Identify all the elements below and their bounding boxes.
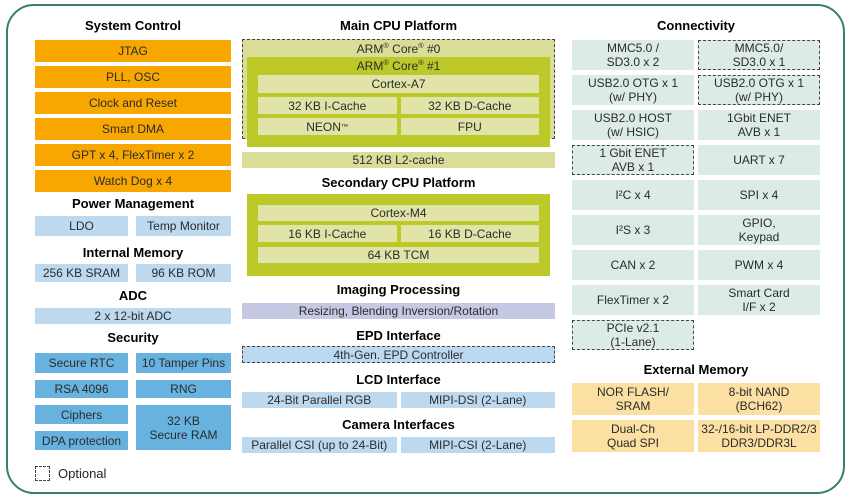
block-neon: NEON ™ <box>258 118 397 135</box>
block-usb-otg: USB2.0 OTG x 1 (w/ PHY) <box>572 75 694 105</box>
block-pwm: PWM x 4 <box>698 250 820 280</box>
block-temp-monitor: Temp Monitor <box>136 216 231 236</box>
section-title-main-cpu: Main CPU Platform <box>339 18 457 33</box>
section-title-imaging: Imaging Processing <box>336 282 461 297</box>
block-l2-cache: 512 KB L2-cache <box>242 152 555 168</box>
block-usb-otg-optional: USB2.0 OTG x 1 (w/ PHY) <box>698 75 820 105</box>
block-tamper-pins: 10 Tamper Pins <box>136 353 231 373</box>
block-rom: 96 KB ROM <box>136 264 231 282</box>
section-title-secondary-cpu: Secondary CPU Platform <box>321 175 476 190</box>
block-can: CAN x 2 <box>572 250 694 280</box>
block-parallel-rgb: 24-Bit Parallel RGB <box>242 392 397 408</box>
section-title-internal-memory: Internal Memory <box>82 245 184 260</box>
section-title-system-control: System Control <box>84 18 182 33</box>
block-enet-avb-optional: 1 Gbit ENET AVB x 1 <box>572 145 694 175</box>
section-title-adc: ADC <box>118 288 148 303</box>
section-title-external-memory: External Memory <box>643 362 749 377</box>
block-arm-core-1: ARM® Core® #1 Cortex-A7 32 KB I-Cache 32… <box>247 57 550 147</box>
block-uart: UART x 7 <box>698 145 820 175</box>
block-smart-card: Smart Card I/F x 2 <box>698 285 820 315</box>
block-a7-dcache: 32 KB D-Cache <box>400 97 539 114</box>
block-parallel-csi: Parallel CSI (up to 24-Bit) <box>242 437 397 453</box>
block-nor-flash-sram: NOR FLASH/ SRAM <box>572 383 694 415</box>
arm-core-0-label: ARM® Core® #0 <box>356 41 441 56</box>
section-title-power-management: Power Management <box>71 196 195 211</box>
block-quad-spi: Dual-Ch Quad SPI <box>572 420 694 452</box>
main-cpu-platform: ARM® Core® #0 ARM® Core® #1 Cortex-A7 32… <box>242 39 555 147</box>
block-usb-host: USB2.0 HOST (w/ HSIC) <box>572 110 694 140</box>
block-pll-osc: PLL, OSC <box>35 66 231 88</box>
section-title-lcd: LCD Interface <box>356 372 441 387</box>
section-title-security: Security <box>107 330 159 345</box>
system-control-blocks: JTAG PLL, OSC Clock and Reset Smart DMA … <box>35 40 231 192</box>
block-ddr: 32-/16-bit LP-DDR2/3 DDR3/DDR3L <box>698 420 820 452</box>
middle-column: Main CPU Platform ARM® Core® #0 ARM® Cor… <box>242 18 555 453</box>
block-a7-icache: 32 KB I-Cache <box>258 97 397 114</box>
block-epd-controller: 4th-Gen. EPD Controller <box>242 346 555 363</box>
block-mipi-csi: MIPI-CSI (2-Lane) <box>400 437 555 453</box>
block-gpt-flextimer: GPT x 4, FlexTimer x 2 <box>35 144 231 166</box>
section-title-camera: Camera Interfaces <box>342 417 455 432</box>
block-ldo: LDO <box>35 216 128 236</box>
block-rsa-4096: RSA 4096 <box>35 380 128 398</box>
optional-dashed-box-icon <box>35 466 50 481</box>
block-clock-reset: Clock and Reset <box>35 92 231 114</box>
block-cortex-a7: Cortex-A7 <box>258 75 539 93</box>
block-sram: 256 KB SRAM <box>35 264 128 282</box>
block-ciphers: Ciphers <box>35 405 128 424</box>
block-m4-icache: 16 KB I-Cache <box>258 225 397 242</box>
section-title-epd: EPD Interface <box>356 328 441 343</box>
external-memory-blocks: NOR FLASH/ SRAM 8-bit NAND (BCH62) Dual-… <box>572 383 820 452</box>
block-watchdog: Watch Dog x 4 <box>35 170 231 192</box>
optional-legend-label: Optional <box>58 466 107 481</box>
lcd-interface-blocks: 24-Bit Parallel RGB MIPI-DSI (2-Lane) <box>242 392 555 408</box>
block-imaging-processing: Resizing, Blending Inversion/Rotation <box>242 303 555 319</box>
arm-core-1-label: ARM® Core® #1 <box>356 58 441 73</box>
block-secure-ram: 32 KB Secure RAM <box>136 405 231 450</box>
adc-blocks: 2 x 12-bit ADC <box>35 308 231 324</box>
m4-cache-row: 16 KB I-Cache 16 KB D-Cache <box>258 225 539 242</box>
block-fpu: FPU <box>400 118 539 135</box>
block-secondary-cpu: Cortex-M4 16 KB I-Cache 16 KB D-Cache 64… <box>247 194 550 276</box>
left-column: System Control JTAG PLL, OSC Clock and R… <box>35 18 231 481</box>
block-m4-dcache: 16 KB D-Cache <box>400 225 539 242</box>
block-mmc-sd-x1-optional: MMC5.0/ SD3.0 x 1 <box>698 40 820 70</box>
connectivity-blocks: MMC5.0 / SD3.0 x 2 MMC5.0/ SD3.0 x 1 USB… <box>572 40 820 350</box>
block-mipi-dsi: MIPI-DSI (2-Lane) <box>400 392 555 408</box>
block-cortex-m4: Cortex-M4 <box>258 205 539 221</box>
block-secure-rtc: Secure RTC <box>35 353 128 373</box>
block-jtag: JTAG <box>35 40 231 62</box>
section-title-connectivity: Connectivity <box>656 18 735 33</box>
block-i2c: I²C x 4 <box>572 180 694 210</box>
block-spi: SPI x 4 <box>698 180 820 210</box>
power-management-blocks: LDO Temp Monitor <box>35 216 231 236</box>
right-column: Connectivity MMC5.0 / SD3.0 x 2 MMC5.0/ … <box>572 18 820 452</box>
block-rng: RNG <box>136 380 231 398</box>
block-smart-dma: Smart DMA <box>35 118 231 140</box>
block-gpio-keypad: GPIO, Keypad <box>698 215 820 245</box>
internal-memory-blocks: 256 KB SRAM 96 KB ROM <box>35 264 231 282</box>
block-flextimer: FlexTimer x 2 <box>572 285 694 315</box>
block-nand: 8-bit NAND (BCH62) <box>698 383 820 415</box>
block-enet-avb: 1Gbit ENET AVB x 1 <box>698 110 820 140</box>
block-mmc-sd-x2: MMC5.0 / SD3.0 x 2 <box>572 40 694 70</box>
a7-neon-fpu-row: NEON ™ FPU <box>258 118 539 135</box>
block-tcm: 64 KB TCM <box>258 247 539 263</box>
security-blocks: Secure RTC 10 Tamper Pins RSA 4096 RNG C… <box>35 353 231 450</box>
optional-legend: Optional <box>35 466 231 481</box>
block-adc: 2 x 12-bit ADC <box>35 308 231 324</box>
camera-interface-blocks: Parallel CSI (up to 24-Bit) MIPI-CSI (2-… <box>242 437 555 453</box>
connectivity-empty-cell <box>698 320 820 350</box>
block-i2s: I²S x 3 <box>572 215 694 245</box>
block-dpa-protection: DPA protection <box>35 431 128 450</box>
a7-cache-row: 32 KB I-Cache 32 KB D-Cache <box>258 97 539 114</box>
block-pcie-optional: PCIe v2.1 (1-Lane) <box>572 320 694 350</box>
